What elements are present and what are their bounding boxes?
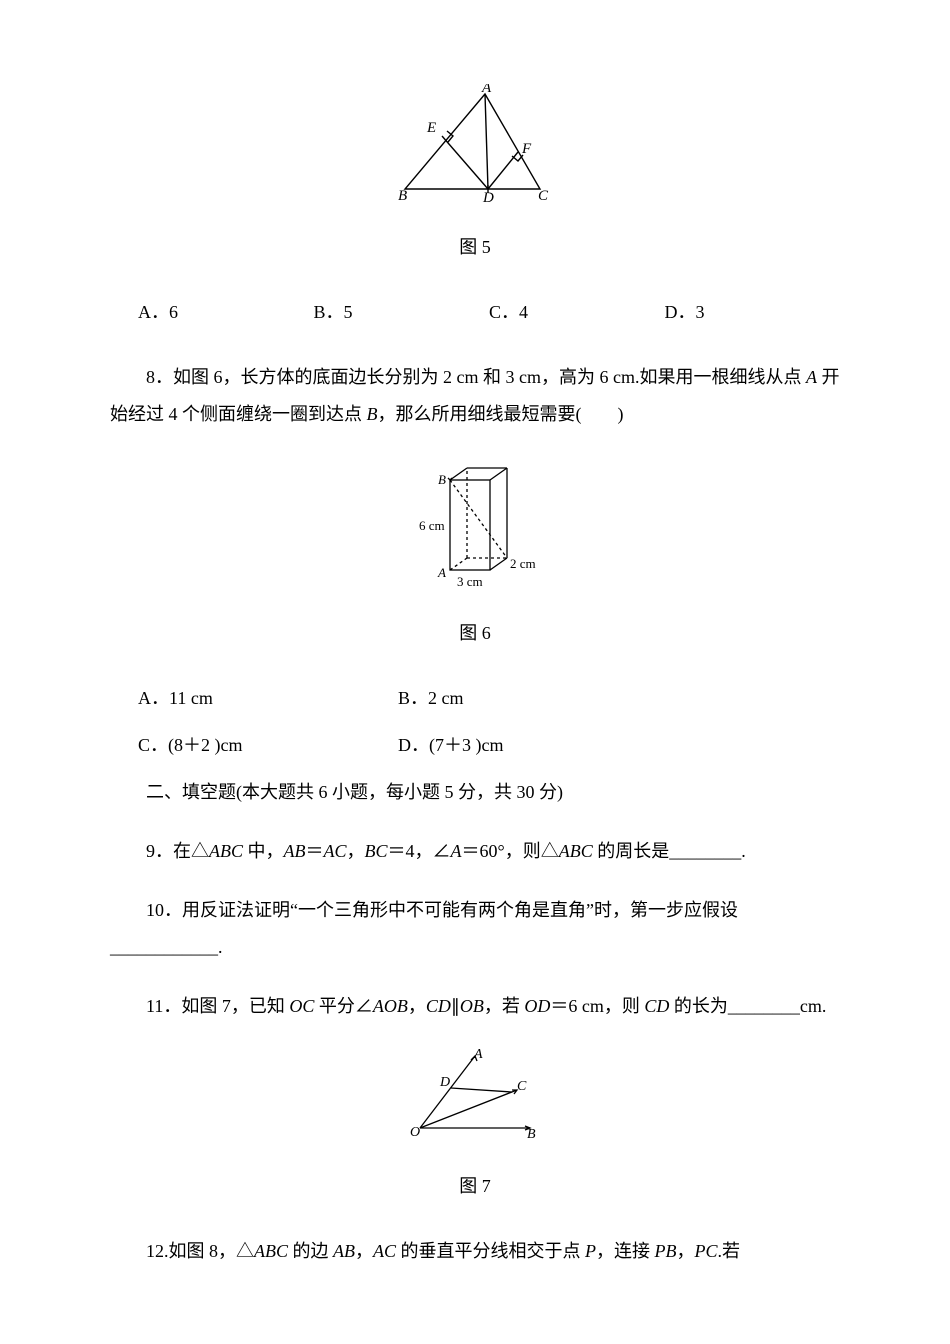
- figure-6-svg: 6 cm 3 cm 2 cm B A: [395, 460, 555, 590]
- fig5-label-A: A: [481, 84, 492, 96]
- q8-t3: ，那么所用细线最短需要( ): [378, 404, 624, 424]
- q9-A: A: [451, 841, 462, 861]
- q12-pc: PC: [695, 1241, 718, 1261]
- q12-ac: AC: [373, 1241, 396, 1261]
- q8-option-A: A．11 cm: [138, 680, 398, 717]
- q9-bc: BC: [365, 841, 388, 861]
- q9-t3: 的周长是________.: [593, 841, 746, 861]
- fig5-label-B: B: [398, 188, 407, 204]
- q8-option-D: D．(7＋3 )cm: [398, 727, 503, 764]
- figure-7-svg: O A B C D: [395, 1048, 555, 1143]
- q12-P: P: [585, 1241, 596, 1261]
- q7-option-B: B．5: [314, 294, 490, 331]
- q10: 10．用反证法证明“一个三角形中不可能有两个角是直角”时，第一步应假设_____…: [110, 892, 840, 966]
- fig6-dim-w2: 2 cm: [510, 556, 536, 571]
- q11-p7: 的长为________cm.: [669, 996, 826, 1016]
- fig6-B: B: [438, 472, 446, 487]
- q9-t1: 中，: [243, 841, 284, 861]
- figure-6: 6 cm 3 cm 2 cm B A: [110, 460, 840, 603]
- fig7-B: B: [527, 1127, 536, 1142]
- q12: 12.如图 8，△ABC 的边 AB，AC 的垂直平分线相交于点 P，连接 PB…: [110, 1233, 840, 1270]
- q8-B: B: [367, 404, 378, 424]
- q12-abc: ABC: [254, 1241, 288, 1261]
- q8-options: A．11 cm B．2 cm C．(8＋2 )cm D．(7＋3 )cm: [110, 680, 840, 764]
- q12-ab: AB: [333, 1241, 355, 1261]
- fig5-label-D: D: [482, 190, 494, 204]
- q9-v2: ＝60°，则△: [462, 841, 559, 861]
- q9: 9．在△ABC 中，AB＝AC，BC＝4，∠A＝60°，则△ABC 的周长是__…: [110, 833, 840, 870]
- q11-p3: ，: [408, 996, 426, 1016]
- q8-t1: 8．如图 6，长方体的底面边长分别为 2 cm 和 3 cm，高为 6 cm.如…: [146, 367, 806, 387]
- q7-options: A．6 B．5 C．4 D．3: [110, 294, 840, 331]
- q11-od: OD: [524, 996, 550, 1016]
- fig5-label-E: E: [426, 120, 436, 136]
- q11-p2: 平分∠: [314, 996, 373, 1016]
- q8-option-B: B．2 cm: [398, 680, 464, 717]
- q12-p4: 的垂直平分线相交于点: [396, 1241, 585, 1261]
- q9-eq: ＝: [306, 841, 324, 861]
- q11-p5: ，若: [484, 996, 525, 1016]
- fig5-label-F: F: [521, 141, 532, 157]
- section-2-heading: 二、填空题(本大题共 6 小题，每小题 5 分，共 30 分): [110, 774, 840, 811]
- q9-ab: AB: [284, 841, 306, 861]
- q7-option-A: A．6: [138, 294, 314, 331]
- q9-v1: ＝4，∠: [388, 841, 451, 861]
- q11: 11．如图 7，已知 OC 平分∠AOB，CD∥OB，若 OD＝6 cm，则 C…: [110, 988, 840, 1025]
- fig6-dim-w1: 3 cm: [457, 574, 483, 589]
- q8-stem: 8．如图 6，长方体的底面边长分别为 2 cm 和 3 cm，高为 6 cm.如…: [110, 359, 840, 433]
- q9-ac: AC: [324, 841, 347, 861]
- q11-oc: OC: [289, 996, 314, 1016]
- q11-ob: OB: [460, 996, 484, 1016]
- q11-cd: CD: [426, 996, 451, 1016]
- q7-option-D: D．3: [665, 294, 841, 331]
- q12-p6: ，: [677, 1241, 695, 1261]
- q9-c1: ，: [347, 841, 365, 861]
- fig7-C: C: [517, 1079, 527, 1094]
- fig7-A: A: [473, 1048, 483, 1062]
- figure-7: O A B C D: [110, 1048, 840, 1156]
- q11-aob: AOB: [373, 996, 408, 1016]
- q11-p4: ∥: [451, 996, 460, 1016]
- q9-pre: 9．在△: [146, 841, 209, 861]
- q12-pb: PB: [655, 1241, 677, 1261]
- q12-p5: ，连接: [596, 1241, 655, 1261]
- fig7-D: D: [439, 1075, 450, 1090]
- q11-p1: 11．如图 7，已知: [146, 996, 289, 1016]
- q10-t1: 10．用反证法证明“一个三角形中不可能有两个角是直角”时，第一步应假设_____…: [110, 900, 738, 957]
- fig5-label-C: C: [538, 188, 549, 204]
- fig6-dim-h: 6 cm: [419, 518, 445, 533]
- figure-7-label: 图 7: [110, 1168, 840, 1205]
- fig7-O: O: [410, 1125, 420, 1140]
- fig6-A: A: [437, 565, 446, 580]
- q8-option-C: C．(8＋2 )cm: [138, 727, 398, 764]
- q9-abc: ABC: [209, 841, 243, 861]
- figure-5-label: 图 5: [110, 229, 840, 266]
- q11-p6: ＝6 cm，则: [550, 996, 644, 1016]
- q7-option-C: C．4: [489, 294, 665, 331]
- q9-abc2: ABC: [559, 841, 593, 861]
- q12-p1: 12.如图 8，△: [146, 1241, 254, 1261]
- figure-6-label: 图 6: [110, 615, 840, 652]
- q12-p3: ，: [355, 1241, 373, 1261]
- q8-A: A: [806, 367, 817, 387]
- figure-5-svg: A B C D E F: [390, 84, 560, 204]
- figure-5: A B C D E F: [110, 84, 840, 217]
- q12-p7: .若: [718, 1241, 741, 1261]
- q12-p2: 的边: [288, 1241, 333, 1261]
- q11-cd2: CD: [644, 996, 669, 1016]
